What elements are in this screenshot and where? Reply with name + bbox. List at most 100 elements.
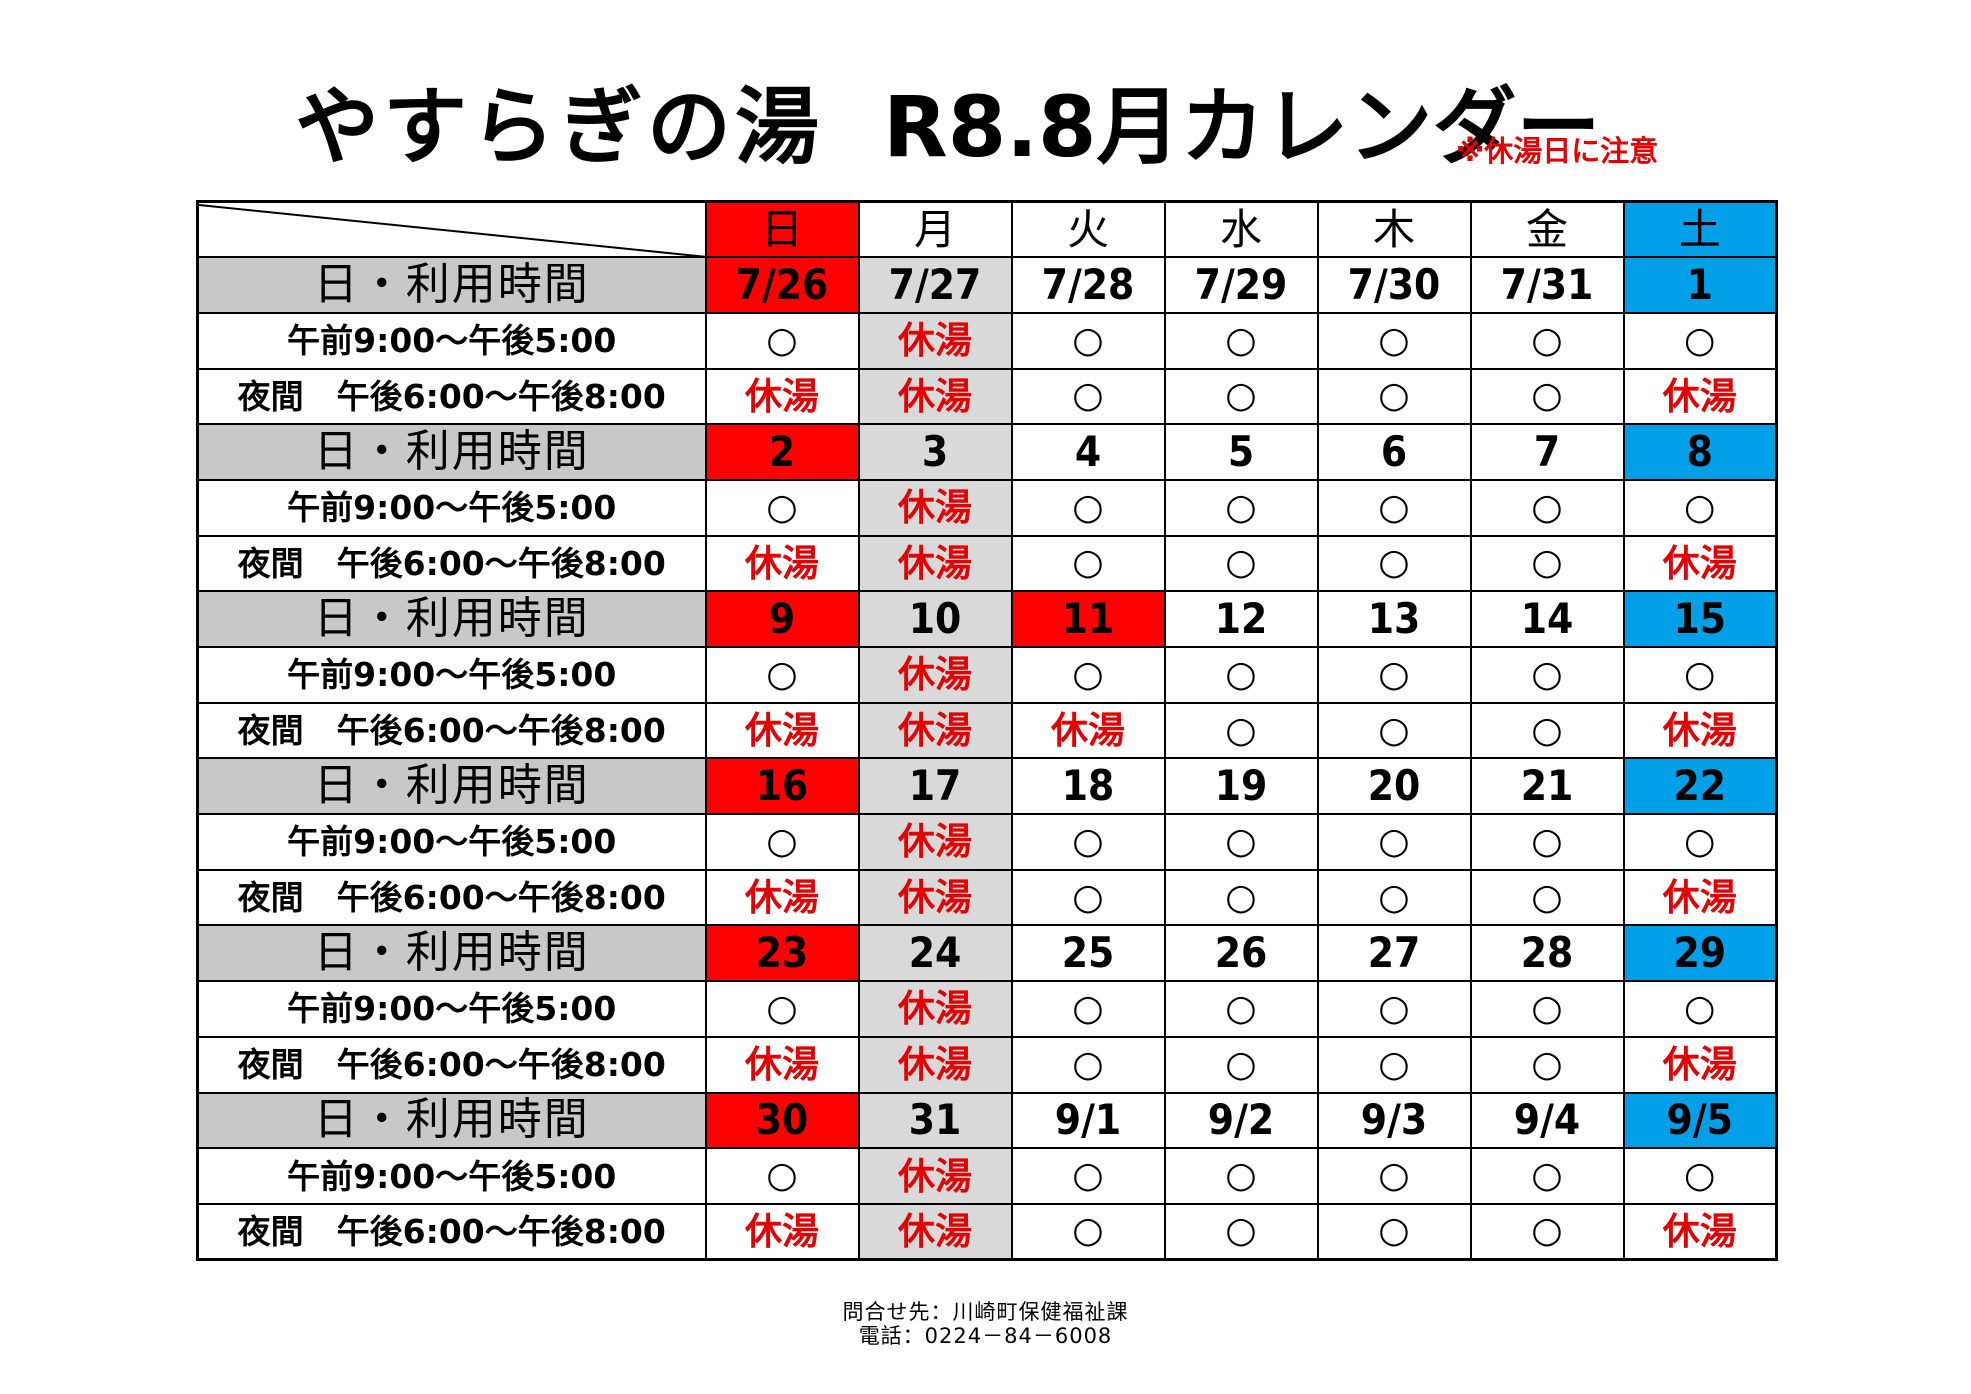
open-mark: ○: [1163, 868, 1319, 927]
date-cell-tue: 9/1: [1010, 1091, 1166, 1150]
closed-mark: 休湯: [1622, 701, 1778, 760]
date-cell-sun: 30: [704, 1091, 860, 1150]
open-mark: ○: [1316, 478, 1472, 537]
weekday-sun: 日: [704, 200, 860, 259]
date-row-label: 日・利用時間: [196, 256, 707, 314]
weekday-fri: 金: [1469, 200, 1625, 259]
weekday-sat: 土: [1622, 200, 1778, 259]
open-mark: ○: [704, 311, 860, 370]
closed-mark: 休湯: [704, 534, 860, 593]
open-mark: ○: [1010, 367, 1166, 426]
open-mark: ○: [1316, 311, 1472, 370]
date-cell-thu: 20: [1316, 757, 1472, 816]
date-cell-tue: 11: [1010, 590, 1166, 648]
open-mark: ○: [1622, 980, 1778, 1038]
closed-mark: 休湯: [704, 1202, 860, 1261]
morning-slot-row: 午前9:00～午後5:00 ○ 休湯 ○ ○ ○ ○ ○: [196, 478, 1778, 537]
evening-slot-label: 夜間 午後6:00～午後8:00: [196, 1035, 707, 1094]
date-row: 日・利用時間 7/26 7/27 7/28 7/29 7/30 7/31 1: [196, 256, 1778, 314]
open-mark: ○: [1010, 534, 1166, 593]
weekday-wed: 水: [1163, 200, 1319, 259]
date-row: 日・利用時間 9 10 11 12 13 14 15: [196, 590, 1778, 648]
date-cell-sat: 22: [1622, 757, 1778, 816]
morning-slot-label: 午前9:00～午後5:00: [196, 813, 707, 871]
morning-slot-label: 午前9:00～午後5:00: [196, 646, 707, 704]
closed-mark: 休湯: [857, 1035, 1013, 1094]
open-mark: ○: [1010, 980, 1166, 1038]
open-mark: ○: [1469, 701, 1625, 760]
date-cell-mon: 17: [857, 757, 1013, 816]
open-mark: ○: [1163, 1147, 1319, 1205]
date-cell-mon: 31: [857, 1091, 1013, 1150]
open-mark: ○: [704, 813, 860, 871]
open-mark: ○: [1469, 367, 1625, 426]
closed-mark: 休湯: [704, 1035, 860, 1094]
open-mark: ○: [1010, 868, 1166, 927]
open-mark: ○: [1010, 1147, 1166, 1205]
open-mark: ○: [1469, 646, 1625, 704]
date-cell-wed: 5: [1163, 423, 1319, 481]
morning-slot-label: 午前9:00～午後5:00: [196, 980, 707, 1038]
date-cell-sat: 29: [1622, 924, 1778, 983]
date-cell-thu: 27: [1316, 924, 1472, 983]
closed-mark: 休湯: [857, 980, 1013, 1038]
open-mark: ○: [1316, 534, 1472, 593]
date-row: 日・利用時間 23 24 25 26 27 28 29: [196, 924, 1778, 983]
evening-slot-label: 夜間 午後6:00～午後8:00: [196, 1202, 707, 1261]
open-mark: ○: [1622, 478, 1778, 537]
weekday-header-row: 日 月 火 水 木 金 土: [196, 200, 1778, 259]
date-cell-sun: 7/26: [704, 256, 860, 314]
open-mark: ○: [1469, 478, 1625, 537]
morning-slot-label: 午前9:00～午後5:00: [196, 478, 707, 537]
page-title: やすらぎの湯 R8.8月カレンダー: [295, 85, 1601, 169]
closed-mark: 休湯: [857, 646, 1013, 704]
open-mark: ○: [1163, 1035, 1319, 1094]
open-mark: ○: [1316, 646, 1472, 704]
date-cell-fri: 21: [1469, 757, 1625, 816]
open-mark: ○: [704, 980, 860, 1038]
closed-mark: 休湯: [1622, 1202, 1778, 1261]
closed-mark: 休湯: [857, 1147, 1013, 1205]
closed-mark: 休湯: [857, 701, 1013, 760]
date-cell-tue: 18: [1010, 757, 1166, 816]
evening-slot-label: 夜間 午後6:00～午後8:00: [196, 868, 707, 927]
closed-mark: 休湯: [1010, 701, 1166, 760]
date-cell-mon: 24: [857, 924, 1013, 983]
evening-slot-row: 夜間 午後6:00～午後8:00 休湯 休湯 ○ ○ ○ ○ 休湯: [196, 868, 1778, 927]
date-cell-mon: 10: [857, 590, 1013, 648]
date-cell-mon: 7/27: [857, 256, 1013, 314]
morning-slot-row: 午前9:00～午後5:00 ○ 休湯 ○ ○ ○ ○ ○: [196, 646, 1778, 704]
open-mark: ○: [1163, 311, 1319, 370]
date-cell-sun: 9: [704, 590, 860, 648]
date-cell-fri: 28: [1469, 924, 1625, 983]
open-mark: ○: [1316, 813, 1472, 871]
open-mark: ○: [1316, 1147, 1472, 1205]
evening-slot-label: 夜間 午後6:00～午後8:00: [196, 534, 707, 593]
closed-mark: 休湯: [857, 534, 1013, 593]
date-cell-thu: 13: [1316, 590, 1472, 648]
closed-mark: 休湯: [704, 367, 860, 426]
footer-contact: 問合せ先：川崎町保健福祉課: [842, 1300, 1129, 1324]
evening-slot-row: 夜間 午後6:00～午後8:00 休湯 休湯 休湯 ○ ○ ○ 休湯: [196, 701, 1778, 760]
open-mark: ○: [1163, 478, 1319, 537]
open-mark: ○: [1010, 646, 1166, 704]
date-cell-tue: 25: [1010, 924, 1166, 983]
open-mark: ○: [1469, 1147, 1625, 1205]
date-row-label: 日・利用時間: [196, 590, 707, 648]
closed-mark: 休湯: [857, 1202, 1013, 1261]
date-row-label: 日・利用時間: [196, 1091, 707, 1150]
morning-slot-row: 午前9:00～午後5:00 ○ 休湯 ○ ○ ○ ○ ○: [196, 311, 1778, 370]
date-cell-sun: 23: [704, 924, 860, 983]
closed-mark: 休湯: [857, 367, 1013, 426]
date-cell-fri: 9/4: [1469, 1091, 1625, 1150]
open-mark: ○: [1010, 813, 1166, 871]
evening-slot-label: 夜間 午後6:00～午後8:00: [196, 701, 707, 760]
morning-slot-row: 午前9:00～午後5:00 ○ 休湯 ○ ○ ○ ○ ○: [196, 813, 1778, 871]
date-row-label: 日・利用時間: [196, 924, 707, 983]
closed-mark: 休湯: [857, 813, 1013, 871]
date-cell-sat: 1: [1622, 256, 1778, 314]
closed-mark: 休湯: [1622, 868, 1778, 927]
open-mark: ○: [1622, 1147, 1778, 1205]
closed-mark: 休湯: [857, 478, 1013, 537]
closed-mark: 休湯: [1622, 1035, 1778, 1094]
